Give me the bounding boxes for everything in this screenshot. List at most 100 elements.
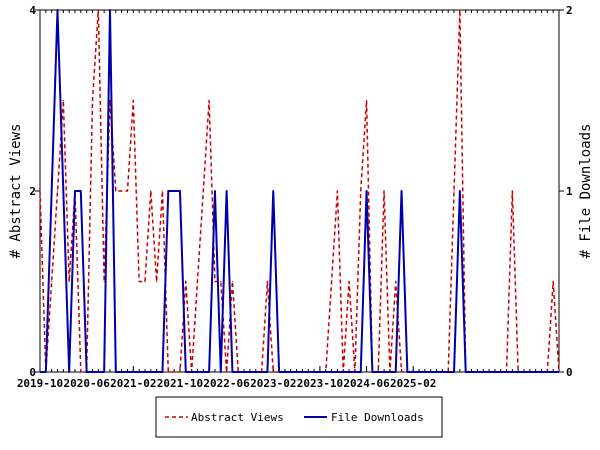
data-point-file-downloads <box>441 371 443 373</box>
data-point-abstract-views <box>103 280 105 283</box>
x-axis-ticks <box>39 10 560 372</box>
x-tick-label: 2022-06 <box>203 377 250 390</box>
data-point-file-downloads <box>272 190 274 192</box>
data-point-file-downloads <box>395 371 397 373</box>
legend-label-abstract-views: Abstract Views <box>191 411 284 424</box>
data-point-file-downloads <box>167 190 169 192</box>
data-point-file-downloads <box>109 9 111 11</box>
data-point-abstract-views <box>360 190 362 192</box>
left-y-tick-label: 4 <box>29 4 36 17</box>
data-point-file-downloads <box>115 371 117 373</box>
data-point-abstract-views <box>214 280 216 283</box>
data-point-file-downloads <box>383 371 385 373</box>
data-point-file-downloads <box>284 371 286 373</box>
data-point-abstract-views <box>150 190 152 192</box>
data-point-abstract-views <box>272 371 274 373</box>
data-point-abstract-views <box>56 190 59 192</box>
data-point-file-downloads <box>470 371 473 373</box>
legend: Abstract Views File Downloads <box>155 396 443 438</box>
left-y-tick-label: 0 <box>29 366 36 379</box>
data-point-file-downloads <box>290 371 292 373</box>
data-point-abstract-views <box>348 280 350 283</box>
data-point-file-downloads <box>400 190 403 192</box>
data-point-abstract-views <box>80 371 82 373</box>
data-point-file-downloads <box>161 371 164 373</box>
data-point-file-downloads <box>482 371 484 373</box>
data-point-file-downloads <box>68 371 70 373</box>
data-point-file-downloads <box>488 371 490 373</box>
data-point-abstract-views <box>68 280 70 283</box>
data-point-file-downloads <box>126 371 129 373</box>
data-point-file-downloads <box>447 371 449 373</box>
data-point-file-downloads <box>91 371 94 373</box>
data-point-file-downloads <box>371 371 373 373</box>
data-point-file-downloads <box>231 371 234 373</box>
data-point-abstract-views <box>91 99 94 102</box>
data-point-abstract-views <box>161 190 164 192</box>
data-point-abstract-views <box>453 190 455 192</box>
data-point-file-downloads <box>406 371 408 373</box>
data-point-file-downloads <box>342 371 344 373</box>
data-point-file-downloads <box>365 190 368 192</box>
data-point-file-downloads <box>80 190 82 192</box>
data-point-abstract-views <box>202 190 204 192</box>
data-point-file-downloads <box>301 371 304 373</box>
right-y-axis-title: # File Downloads <box>578 124 594 259</box>
data-point-file-downloads <box>249 371 251 373</box>
data-point-file-downloads <box>354 371 356 373</box>
data-point-file-downloads <box>173 190 175 192</box>
data-point-file-downloads <box>185 371 187 373</box>
data-point-file-downloads <box>424 371 426 373</box>
data-point-file-downloads <box>307 371 309 373</box>
data-point-abstract-views <box>179 371 181 373</box>
data-point-abstract-views <box>395 280 397 283</box>
data-point-file-downloads <box>266 371 269 373</box>
data-point-file-downloads <box>62 190 64 192</box>
data-point-abstract-views <box>330 280 333 283</box>
data-point-abstract-views <box>185 280 187 283</box>
data-point-file-downloads <box>330 371 333 373</box>
data-point-file-downloads <box>465 371 467 373</box>
data-point-file-downloads <box>511 371 513 373</box>
data-point-file-downloads <box>196 371 199 373</box>
data-point-file-downloads <box>150 371 152 373</box>
data-point-file-downloads <box>86 371 88 373</box>
data-point-abstract-views <box>511 190 513 192</box>
x-tick-label: 2021-10 <box>157 377 203 390</box>
x-tick-label: 2019-10 <box>17 377 63 390</box>
data-point-file-downloads <box>535 371 537 373</box>
data-point-abstract-views <box>196 280 199 283</box>
left-y-axis-ticks: 0 2 4 <box>29 4 40 379</box>
data-point-abstract-views <box>109 99 111 102</box>
series-line-file-downloads <box>40 9 559 373</box>
data-point-file-downloads <box>255 371 257 373</box>
left-y-axis-title: # Abstract Views <box>8 124 24 259</box>
data-point-file-downloads <box>517 371 519 373</box>
data-point-abstract-views <box>365 99 368 102</box>
data-point-file-downloads <box>156 371 158 373</box>
right-y-tick-label: 0 <box>566 366 573 379</box>
data-point-file-downloads <box>132 371 134 373</box>
data-point-file-downloads <box>540 371 543 373</box>
data-point-abstract-views <box>336 190 339 192</box>
data-point-file-downloads <box>202 371 204 373</box>
data-point-file-downloads <box>319 371 321 373</box>
data-point-file-downloads <box>208 371 210 373</box>
data-point-file-downloads <box>418 371 420 373</box>
data-point-file-downloads <box>237 371 239 373</box>
data-point-abstract-views <box>39 190 41 192</box>
data-point-file-downloads <box>144 371 146 373</box>
data-point-file-downloads <box>313 371 315 373</box>
data-point-file-downloads <box>51 190 53 192</box>
data-point-abstract-views <box>383 190 385 192</box>
data-point-abstract-views <box>226 371 228 373</box>
data-point-file-downloads <box>138 371 140 373</box>
plot-frame <box>39 9 560 373</box>
data-point-file-downloads <box>389 371 391 373</box>
data-point-file-downloads <box>552 371 554 373</box>
legend-box <box>155 396 443 438</box>
right-y-axis-ticks: 0 1 2 <box>559 4 573 379</box>
series-layer <box>39 9 560 373</box>
data-point-file-downloads <box>220 371 222 373</box>
